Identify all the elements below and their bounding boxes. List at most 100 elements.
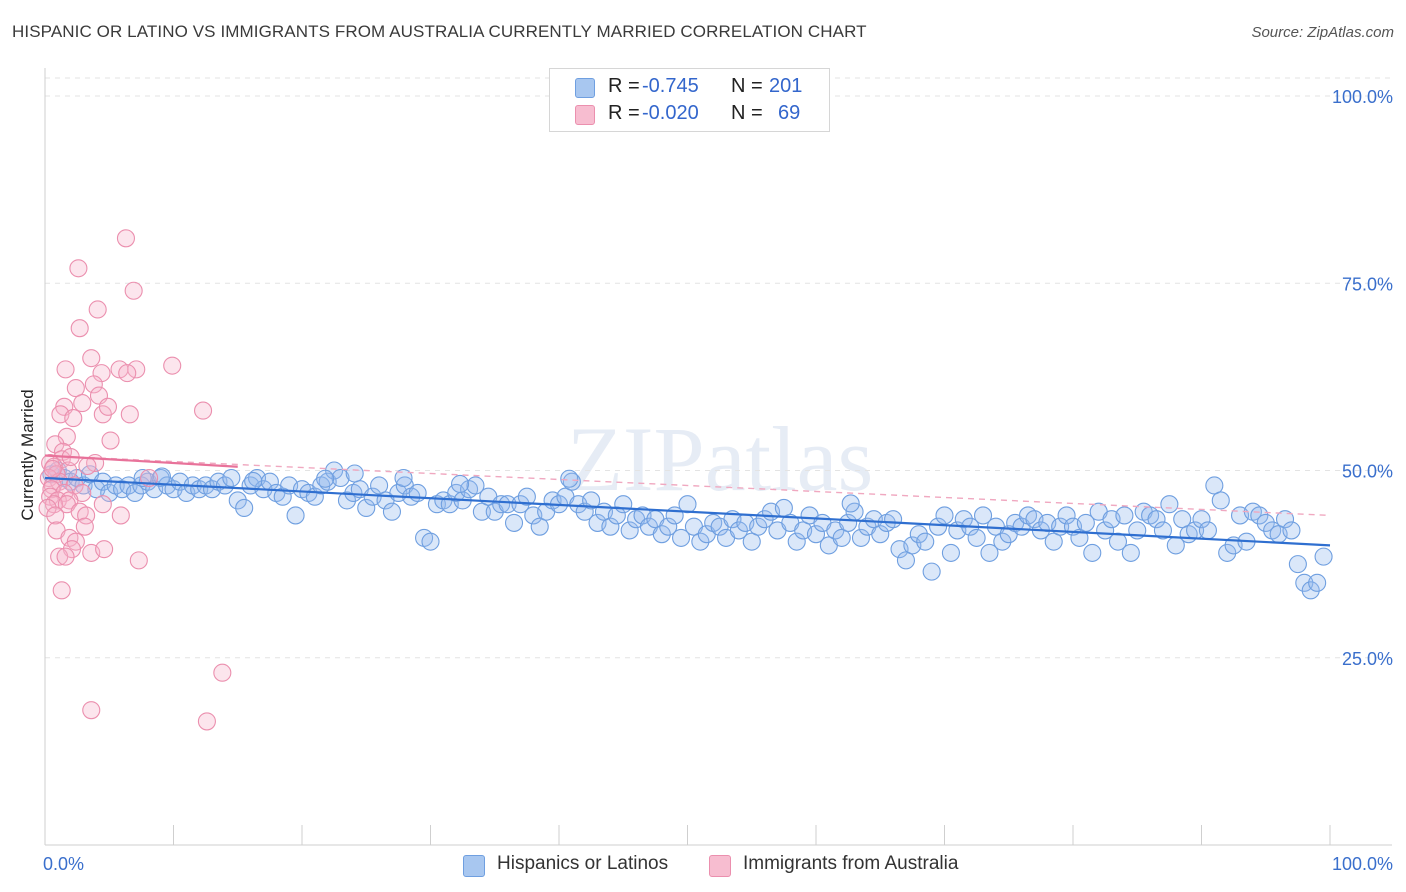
stats-legend: R = -0.745 N = 201 R = -0.020 N = 69 bbox=[549, 68, 830, 132]
point-hispanic bbox=[1198, 521, 1217, 540]
point-hispanic bbox=[273, 487, 292, 506]
point-hispanic bbox=[1121, 543, 1140, 562]
point-hispanic bbox=[1192, 510, 1211, 529]
point-hispanic bbox=[884, 510, 903, 529]
point-hispanic bbox=[1076, 513, 1095, 532]
point-australia bbox=[50, 547, 69, 566]
point-hispanic bbox=[1218, 543, 1237, 562]
point-hispanic bbox=[652, 525, 671, 544]
point-australia bbox=[69, 259, 88, 278]
point-australia bbox=[98, 397, 118, 416]
point-australia bbox=[197, 712, 216, 731]
point-australia bbox=[127, 360, 146, 379]
watermark: ZIPatlas bbox=[567, 408, 874, 510]
trend-line-hispanics bbox=[44, 476, 1331, 547]
legend-label: Immigrants from Australia bbox=[743, 853, 959, 874]
point-hispanic bbox=[222, 468, 241, 488]
point-australia bbox=[82, 349, 101, 368]
point-australia bbox=[213, 663, 232, 682]
point-hispanic bbox=[916, 532, 935, 551]
point-hispanic bbox=[1044, 532, 1063, 551]
point-hispanic bbox=[832, 528, 851, 547]
point-hispanic bbox=[620, 521, 639, 540]
point-hispanic bbox=[672, 528, 691, 547]
point-hispanic bbox=[472, 502, 491, 521]
y-tick-label: 50.0% bbox=[1342, 462, 1393, 482]
point-hispanic bbox=[1173, 510, 1192, 529]
point-hispanic bbox=[935, 506, 954, 525]
point-hispanic bbox=[871, 525, 890, 544]
point-hispanic bbox=[517, 487, 536, 506]
chart-title: HISPANIC OR LATINO VS IMMIGRANTS FROM AU… bbox=[12, 22, 867, 41]
point-hispanic bbox=[806, 525, 826, 544]
point-australia bbox=[38, 498, 57, 518]
trend-line-australia-dashed bbox=[44, 454, 1331, 517]
point-australia bbox=[101, 431, 120, 450]
legend-r-label: R = bbox=[608, 75, 640, 97]
point-hispanic bbox=[562, 472, 581, 491]
point-australia bbox=[116, 229, 136, 248]
point-hispanic bbox=[1108, 532, 1128, 551]
point-hispanic bbox=[973, 506, 993, 525]
point-hispanic bbox=[337, 491, 357, 510]
point-hispanic bbox=[929, 517, 948, 536]
point-australia bbox=[129, 551, 148, 570]
legend-n-label: N = bbox=[731, 75, 763, 97]
point-australia bbox=[66, 379, 85, 398]
point-hispanic bbox=[331, 468, 350, 488]
point-hispanic bbox=[582, 491, 601, 510]
point-hispanic bbox=[394, 468, 413, 488]
source-label: Source: ZipAtlas.com bbox=[1251, 24, 1394, 41]
point-hispanic bbox=[421, 532, 440, 551]
point-hispanic bbox=[498, 495, 517, 514]
legend-label: Hispanics or Latinos bbox=[497, 853, 669, 874]
point-hispanic bbox=[1308, 573, 1327, 592]
legend-row-australia: R = -0.020 N = 69 bbox=[550, 100, 829, 128]
point-hispanic bbox=[504, 513, 524, 532]
point-hispanic bbox=[1070, 528, 1089, 547]
series-immigrants-from-australia bbox=[38, 229, 232, 731]
point-hispanic bbox=[659, 517, 678, 536]
point-hispanic bbox=[345, 464, 364, 483]
y-tick-label: 100.0% bbox=[1332, 87, 1393, 107]
point-hispanic bbox=[1057, 506, 1076, 525]
y-axis-label: Currently Married bbox=[18, 389, 37, 521]
point-australia bbox=[56, 360, 75, 379]
point-australia bbox=[75, 517, 94, 536]
point-hispanic bbox=[993, 532, 1012, 551]
point-australia bbox=[120, 405, 139, 424]
legend-n-label: N = bbox=[731, 102, 763, 124]
legend-row-hispanics: R = -0.745 N = 201 bbox=[550, 73, 829, 101]
point-hispanic bbox=[316, 469, 335, 488]
point-hispanic bbox=[954, 510, 973, 529]
tick-labels: 25.0% 50.0% 75.0% 100.0% 0.0% 100.0% bbox=[43, 87, 1393, 874]
point-hispanic bbox=[614, 495, 633, 514]
point-hispanic bbox=[215, 476, 234, 495]
trend-line-australia bbox=[44, 454, 238, 468]
point-hispanic bbox=[382, 502, 402, 521]
grid-lines bbox=[45, 77, 1392, 659]
point-hispanic bbox=[749, 517, 768, 536]
y-tick-label: 25.0% bbox=[1342, 649, 1393, 669]
point-hispanic bbox=[466, 476, 485, 495]
point-hispanic bbox=[980, 543, 999, 562]
point-hispanic bbox=[370, 476, 389, 495]
point-australia bbox=[46, 506, 65, 525]
point-hispanic bbox=[678, 495, 697, 514]
point-australia bbox=[78, 456, 97, 476]
point-hispanic bbox=[896, 551, 916, 570]
point-australia bbox=[163, 356, 182, 375]
point-hispanic bbox=[1314, 547, 1333, 566]
y-tick-label: 75.0% bbox=[1342, 274, 1393, 294]
point-hispanic bbox=[1301, 581, 1320, 600]
point-hispanic bbox=[1153, 521, 1172, 540]
legend-swatch-pink bbox=[709, 855, 731, 877]
point-australia bbox=[56, 547, 75, 566]
point-hispanic bbox=[451, 474, 470, 494]
trend-lines bbox=[44, 454, 1331, 547]
point-hispanic bbox=[909, 525, 928, 544]
point-hispanic bbox=[1295, 573, 1314, 592]
point-australia bbox=[52, 581, 71, 600]
point-australia bbox=[84, 375, 103, 394]
point-hispanic bbox=[1282, 521, 1301, 540]
